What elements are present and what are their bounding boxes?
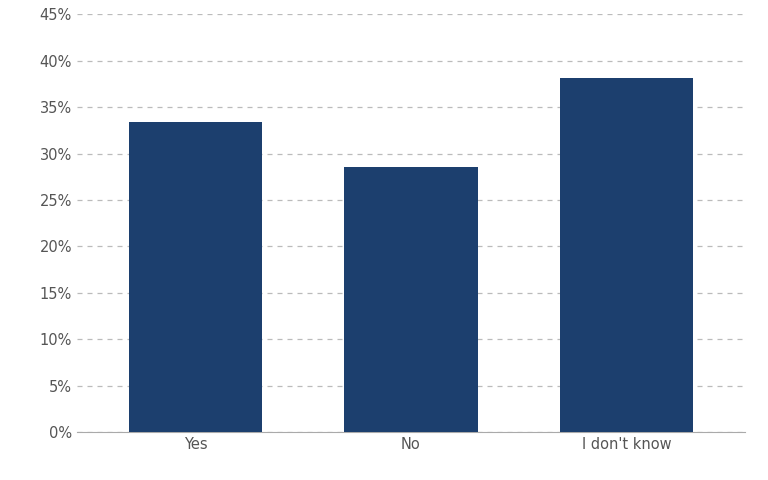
Bar xyxy=(344,167,478,432)
Bar xyxy=(128,122,262,432)
Bar xyxy=(560,78,694,432)
